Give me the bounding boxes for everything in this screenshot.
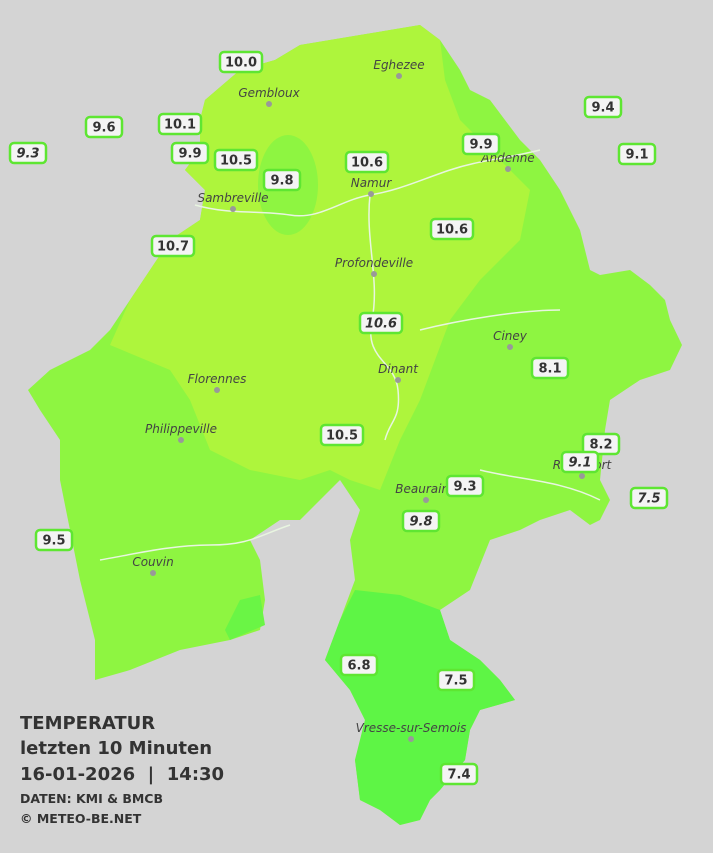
station-box [401,509,441,533]
station-value: 10.6 [436,223,468,238]
station-box [560,450,600,474]
city-marker [230,206,236,212]
station-box [170,141,210,165]
station-value: 8.1 [538,362,561,377]
station-box [530,356,570,380]
city-marker [423,497,429,503]
station-box [213,148,259,172]
copyright: © METEO-BE.NET [20,811,142,826]
station-value: 9.6 [92,121,115,136]
city-label: Philippeville [145,422,217,436]
station-box [429,217,475,241]
station-box [445,474,485,498]
station-box [339,653,379,677]
datetime: 16-01-2026 | 14:30 [20,764,224,785]
station-box [344,150,390,174]
station-value: 10.0 [225,56,257,71]
station-box [439,762,479,786]
station-box [218,50,264,74]
station-value: 8.2 [589,438,612,453]
city-label: Dinant [378,362,419,376]
city-marker [368,191,374,197]
city-marker [408,736,414,742]
station-value: 10.1 [164,118,196,133]
station-value: 9.1 [568,456,591,471]
city-marker [266,101,272,107]
station-box [150,234,196,258]
station-value: 9.3 [453,480,476,495]
city-marker [371,271,377,277]
station-value: 7.5 [444,674,467,689]
station-box [262,168,302,192]
station-box [319,423,365,447]
station-value: 9.9 [469,138,492,153]
city-marker [505,166,511,172]
city-label: Couvin [132,555,173,569]
city-label: Sambreville [197,191,268,205]
city-marker [150,570,156,576]
station-value: 9.1 [625,148,648,163]
city-label: Florennes [188,372,247,386]
station-box [461,132,501,156]
station-value: 9.8 [270,174,293,189]
city-marker [507,344,513,350]
station-value: 10.6 [351,156,383,171]
station-value: 10.7 [157,240,189,255]
station-box [436,668,476,692]
source: DATEN: KMI & BMCB [20,791,163,806]
station-value: 6.8 [347,659,370,674]
city-label: Profondeville [335,256,413,270]
title: TEMPERATUR [20,713,155,734]
station-value: 9.9 [178,147,201,162]
station-box [8,141,48,165]
city-label: Beauraing [395,482,457,496]
station-box [581,432,621,456]
subtitle: letzten 10 Minuten [20,738,212,759]
city-label: Vresse-sur-Semois [356,721,467,735]
city-label: Ciney [493,329,528,343]
station-value: 10.5 [326,429,358,444]
city-marker [396,73,402,79]
city-marker [214,387,220,393]
station-box [157,112,203,136]
station-box [84,115,124,139]
stations: 10.0 9.6 10.1 9.3 9.9 10.5 9.8 10.6 9.9 9.4 9.1 10.… [8,50,669,786]
station-value: 9.4 [591,101,614,116]
station-value: 10.6 [365,317,397,332]
cool-zone [225,595,265,640]
station-value: 7.5 [637,492,660,507]
city-label: Eghezee [373,58,424,72]
station-value: 10.5 [220,154,252,169]
station-value: 9.5 [42,534,65,549]
cool-zone [325,590,515,825]
station-value: 9.8 [409,515,432,530]
station-value: 7.4 [447,768,470,783]
station-box [34,528,74,552]
city-marker [579,473,585,479]
station-box [629,486,669,510]
station-box [583,95,623,119]
station-box [617,142,657,166]
station-box [358,311,404,335]
city-marker [178,437,184,443]
station-value: 9.3 [16,147,39,162]
warm-zone [110,25,530,490]
city-marker [395,377,401,383]
city-label: Gembloux [238,86,300,100]
city-label: Namur [351,176,393,190]
